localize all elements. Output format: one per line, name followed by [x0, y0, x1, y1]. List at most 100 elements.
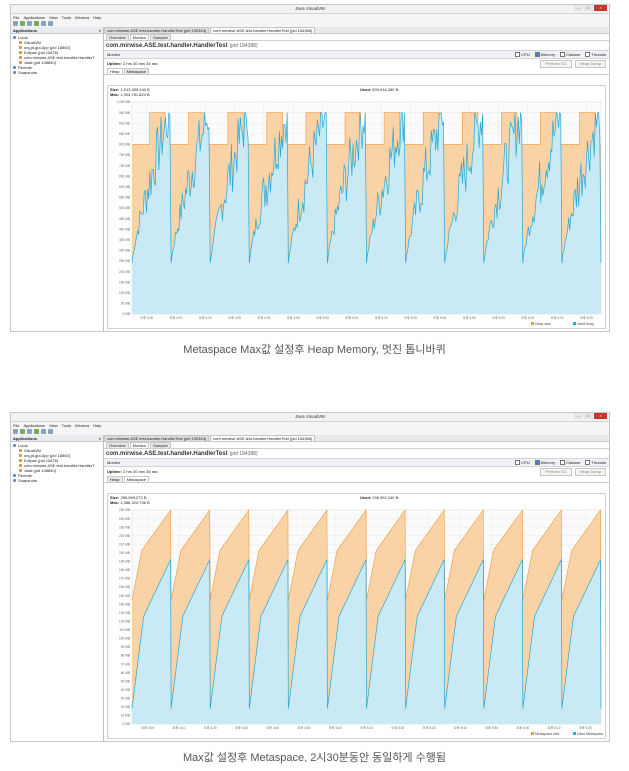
tree-item-visualvm[interactable]: VisualVM [13, 40, 103, 45]
tab-metaspace[interactable]: Metaspace [123, 68, 150, 74]
tree-item-local[interactable]: Local [13, 35, 103, 40]
memory-checkbox[interactable]: Memory [534, 460, 555, 465]
tree-item-jdgui[interactable]: org.jd.gui.App (pid 18860) [13, 45, 103, 50]
profiler-icon[interactable] [41, 429, 46, 434]
close-window-button[interactable]: × [594, 413, 607, 419]
menu-help[interactable]: Help [93, 422, 102, 428]
perform-gc-button[interactable]: Perform GC [540, 467, 572, 476]
y-tick-label: 300 MB [119, 249, 130, 253]
tab-overview[interactable]: Overview [106, 34, 129, 40]
y-tick-label: 350 MB [119, 238, 130, 242]
doc-tab-pid-192944[interactable]: com.mirwise.ASE.test.handler.HandlerTest… [104, 435, 210, 441]
tree-item-jstat[interactable]: Jstat (pid 108840) [13, 60, 103, 65]
menu-file[interactable]: File [13, 14, 20, 20]
menu-file[interactable]: File [13, 422, 20, 428]
perform-gc-button[interactable]: Perform GC [540, 59, 572, 68]
x-tick-label: 오후 5:40 [454, 725, 467, 730]
profiler-icon[interactable] [41, 21, 46, 26]
tab-heap[interactable]: Heap [107, 476, 123, 482]
x-tick-label: 오후 6:10 [521, 315, 534, 320]
memory-checkbox[interactable]: Memory [534, 52, 555, 57]
tree-item-remote[interactable]: Remote [13, 473, 103, 478]
minimize-button[interactable]: – [574, 5, 583, 11]
y-tick-label: 140 MB [119, 602, 130, 606]
doc-tab-pid-184388[interactable]: com.mirwise.ASE.test.handler.HandlerTest… [210, 435, 316, 441]
y-tick-label: 210 MB [119, 542, 130, 546]
application-tree: Local VisualVM org.jd.gui.App (pid 18860… [11, 34, 103, 75]
y-tick-label: 450 MB [119, 217, 130, 221]
memory-panel-tabs: Heap Metaspace [104, 476, 609, 483]
cpu-checkbox[interactable]: CPU [515, 52, 530, 57]
y-tick-label: 200 MB [119, 270, 130, 274]
y-tick-label: 950 MB [119, 111, 130, 115]
tab-overview[interactable]: Overview [106, 442, 129, 448]
heap-dump-icon[interactable] [27, 21, 32, 26]
sidebar-close-icon[interactable]: × [98, 27, 101, 33]
y-tick-label: 240 MB [119, 517, 130, 521]
caption-2: Max값 설정후 Metaspace, 2시30분동안 동일하게 수행됨 [182, 752, 447, 764]
x-tick-label: 오후 4:30 [228, 315, 241, 320]
menu-view[interactable]: View [49, 422, 58, 428]
classes-checkbox[interactable]: Classes [560, 52, 580, 57]
sidebar-close-icon[interactable]: × [98, 435, 101, 441]
x-tick-label: 오후 4:40 [257, 315, 270, 320]
legend-label-size: Heap size [535, 322, 551, 326]
tab-heap[interactable]: Heap [107, 68, 123, 74]
doc-tab-pid-184388[interactable]: com.mirwise.ASE.test.handler.HandlerTest… [210, 27, 316, 33]
y-tick-label: 900 MB [119, 121, 130, 125]
minimize-button[interactable]: – [574, 413, 583, 419]
heap-dump-button[interactable]: Heap Dump [574, 467, 606, 476]
tab-sampler[interactable]: Sampler [150, 442, 171, 448]
tree-item-snapshots[interactable]: Snapshots [13, 478, 103, 483]
java-app-icon [19, 51, 22, 54]
tab-sampler[interactable]: Sampler [150, 34, 171, 40]
tab-monitor[interactable]: Monitor [129, 34, 150, 40]
tab-metaspace[interactable]: Metaspace [123, 476, 150, 482]
tree-item-snapshots[interactable]: Snapshots [13, 70, 103, 75]
tree-item-handlertest[interactable]: com.mirwise.ASE.test.handler.HandlerT [13, 55, 103, 60]
menu-help[interactable]: Help [93, 14, 102, 20]
menu-window[interactable]: Window [74, 422, 90, 428]
x-tick-label: 오후 4:10 [169, 315, 182, 320]
heap-dump-button[interactable]: Heap Dump [574, 59, 606, 68]
y-tick-label: 700 MB [119, 164, 130, 168]
settings-icon[interactable] [48, 21, 53, 26]
tree-item-visualvm[interactable]: VisualVM [13, 448, 103, 453]
tree-item-eclipse[interactable]: Eclipse (pid 10876) [13, 458, 103, 463]
snapshot-icon[interactable] [34, 429, 39, 434]
y-tick-label: 60 MB [121, 671, 130, 675]
tree-item-jdgui[interactable]: org.jd.gui.App (pid 18860) [13, 453, 103, 458]
add-jmx-icon[interactable] [20, 21, 25, 26]
snapshot-icon[interactable] [34, 21, 39, 26]
y-tick-label: 1,000 MB [116, 100, 130, 104]
tree-item-remote[interactable]: Remote [13, 65, 103, 70]
tree-item-jstat[interactable]: Jstat (pid 108840) [13, 468, 103, 473]
classes-checkbox[interactable]: Classes [560, 460, 580, 465]
maximize-button[interactable]: □ [584, 413, 593, 419]
tree-item-eclipse[interactable]: Eclipse (pid 10876) [13, 50, 103, 55]
menu-window[interactable]: Window [74, 14, 90, 20]
window-title: Java VisualVM [295, 6, 325, 11]
legend-swatch-used [573, 732, 576, 735]
menu-applications[interactable]: Applications [23, 422, 46, 428]
maximize-button[interactable]: □ [584, 5, 593, 11]
doc-tab-pid-192944[interactable]: com.mirwise.ASE.test.handler.HandlerTest… [104, 27, 210, 33]
close-window-button[interactable]: × [594, 5, 607, 11]
open-icon[interactable] [13, 21, 18, 26]
x-tick-label: 오후 4:20 [199, 315, 212, 320]
y-tick-label: 850 MB [119, 132, 130, 136]
tree-item-local[interactable]: Local [13, 443, 103, 448]
menu-view[interactable]: View [49, 14, 58, 20]
heap-dump-icon[interactable] [27, 429, 32, 434]
threads-checkbox[interactable]: Threads [585, 52, 606, 57]
menu-applications[interactable]: Applications [23, 14, 46, 20]
tree-item-handlertest[interactable]: com.mirwise.ASE.test.handler.HandlerT [13, 463, 103, 468]
settings-icon[interactable] [48, 429, 53, 434]
threads-checkbox[interactable]: Threads [585, 460, 606, 465]
menu-tools[interactable]: Tools [61, 14, 71, 20]
cpu-checkbox[interactable]: CPU [515, 460, 530, 465]
add-jmx-icon[interactable] [20, 429, 25, 434]
menu-tools[interactable]: Tools [61, 422, 71, 428]
open-icon[interactable] [13, 429, 18, 434]
tab-monitor[interactable]: Monitor [129, 442, 150, 448]
